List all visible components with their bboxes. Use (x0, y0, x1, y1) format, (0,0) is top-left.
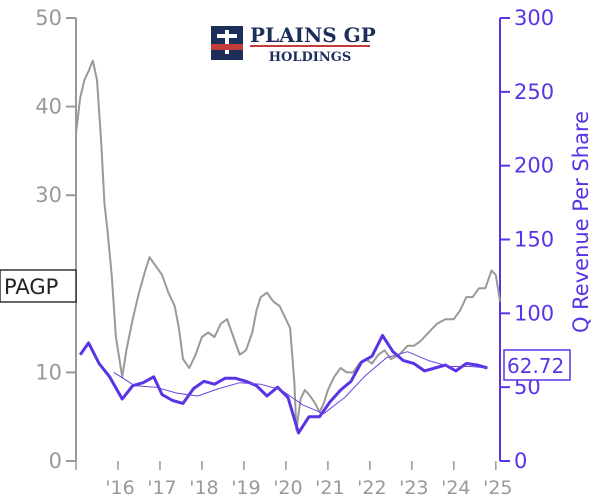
ticker-label: PAGP (4, 275, 58, 299)
logo-line-1: PLAINS GP (250, 23, 376, 47)
latest-value-box (503, 349, 571, 381)
right-axis-title: Q Revenue Per Share (569, 111, 593, 333)
left-tick-label: 50 (35, 6, 62, 30)
company-logo: PLAINS GP HOLDINGS (211, 23, 376, 65)
x-tick-label: '22 (357, 477, 386, 499)
right-tick-label: 100 (514, 301, 554, 325)
left-axis-ticks: 01020304050 (35, 6, 76, 473)
logo-divider (250, 45, 370, 47)
x-tick-label: '21 (315, 477, 344, 499)
latest-value-label: 62.72 (507, 354, 564, 378)
right-tick-label: 200 (514, 154, 554, 178)
ticker-label-box (0, 269, 77, 303)
left-tick-label: 0 (49, 449, 62, 473)
series-line-thin-gray (75, 59, 501, 431)
logo-line-2: HOLDINGS (269, 50, 351, 65)
x-tick-label: '18 (189, 477, 218, 499)
right-tick-label: 0 (514, 449, 527, 473)
x-tick-label: '25 (483, 477, 512, 499)
series-line-thin-purple (113, 351, 488, 415)
x-tick-label: '20 (273, 477, 302, 499)
x-tick-label: '23 (399, 477, 428, 499)
x-tick-label: '19 (231, 477, 260, 499)
right-tick-label: 250 (514, 80, 554, 104)
right-tick-label: 150 (514, 228, 554, 252)
series-line-thick-purple (78, 334, 488, 435)
x-axis-ticks: '16 '17 '18 '19 '20 '21 '22 '23 '24 '25 (75, 461, 513, 499)
series-layer (75, 59, 501, 435)
left-tick-label: 40 (35, 95, 62, 119)
x-tick-label: '17 (147, 477, 176, 499)
left-tick-label: 10 (35, 360, 62, 384)
x-tick-label: '16 (105, 477, 134, 499)
right-tick-label: 300 (514, 6, 554, 30)
x-tick-label: '24 (441, 477, 470, 499)
left-tick-label: 30 (35, 183, 62, 207)
